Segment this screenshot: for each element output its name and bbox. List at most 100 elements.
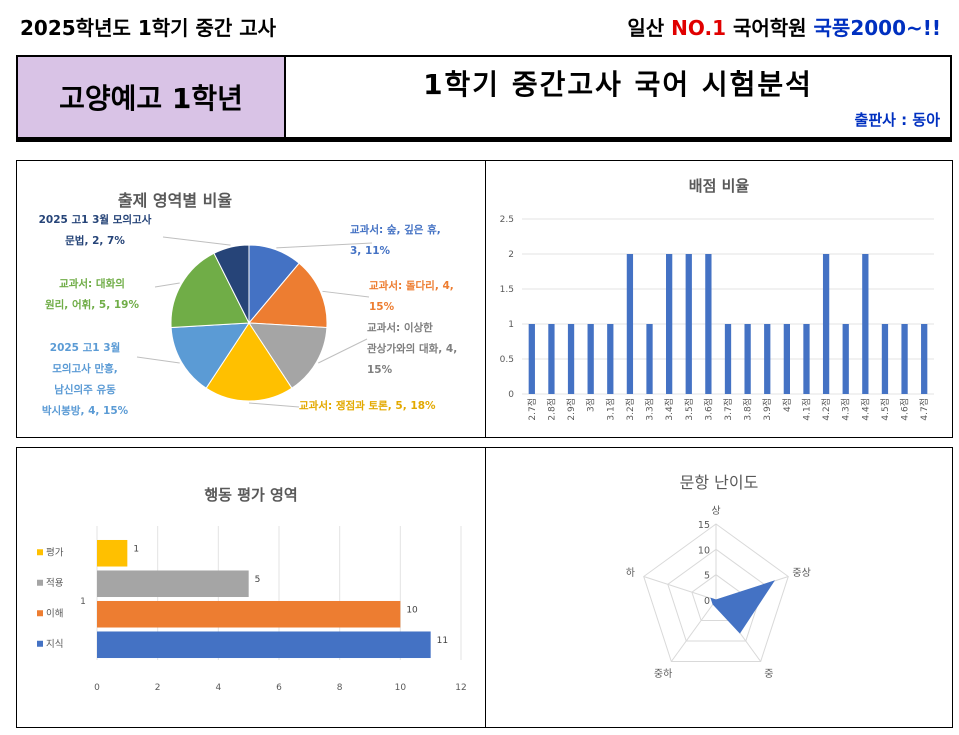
score-bar (705, 254, 712, 394)
score-bar (881, 324, 889, 394)
bar-x-tick: 3.6점 (702, 398, 714, 421)
hbar-x-tick: 2 (155, 683, 161, 693)
bar-x-tick: 4.2점 (820, 398, 832, 421)
hbar-bar (97, 631, 431, 659)
pie-leader-line (136, 356, 180, 364)
hbar-legend-label: 평가 (46, 547, 64, 558)
score-bar (528, 324, 535, 394)
pie-slice (205, 322, 293, 402)
pie-label-line: 문법, 2, 7% (65, 234, 125, 247)
behavior-bar-chart: 행동 평가 영역 0 2 4 6 8 10 12 11 지식 10 이해 5 적용 1 평가 1 (37, 486, 467, 693)
score-bar (724, 324, 732, 394)
bar-x-tick: 4.7점 (918, 398, 930, 421)
hbar-legend-swatch (37, 640, 43, 647)
pie-title: 출제 영역별 비율 (118, 191, 232, 210)
bar-x-tick: 4.5점 (879, 398, 891, 421)
pie-leader-line (162, 236, 231, 246)
academy-slogan: 일산 NO.1 국어학원 국풍2000~!! (627, 12, 941, 41)
score-bar (783, 324, 790, 394)
score-bar (587, 324, 594, 394)
bar-y-tick: 2.5 (500, 215, 514, 225)
score-bar (685, 254, 692, 394)
pie-label-line: 교과서: 이상한 (367, 321, 433, 334)
radar-axis-label: 중하 (654, 667, 672, 680)
hbar-legend-swatch (37, 549, 43, 556)
publisher-label: 출판사 : 동아 (854, 111, 940, 129)
bar-y-tick: 2 (508, 250, 514, 260)
hbar-legend-label: 이해 (46, 607, 63, 619)
pie-leader-line (248, 402, 300, 408)
bar-x-tick: 4.6점 (899, 398, 911, 421)
bar-y-tick: 0.5 (500, 355, 514, 365)
bar-x-tick: 3.1점 (604, 398, 616, 421)
bar-y-tick: 1 (508, 320, 514, 330)
radar-r-tick: 15 (698, 520, 710, 531)
bar-x-tick: 3.9점 (761, 398, 773, 421)
bar-x-tick: 4.3점 (840, 398, 852, 421)
bar-x-tick: 3.2점 (624, 398, 636, 421)
radar-axis-label: 하 (626, 566, 635, 579)
hbar-legend-label: 지식 (46, 639, 63, 650)
bar-x-tick: 2.8점 (545, 398, 557, 421)
pie-label-line: 15% (367, 364, 393, 376)
score-bar (548, 324, 555, 394)
score-bar (607, 324, 614, 394)
pie-label-line: 15% (369, 301, 395, 313)
score-bar (764, 324, 771, 394)
hbar-x-tick: 10 (395, 683, 407, 693)
slogan-brand: 국풍2000~!! (813, 16, 941, 40)
radar-axis-label: 중상 (792, 567, 810, 579)
radar-series-area (710, 580, 776, 634)
hbar-legend-swatch (37, 610, 43, 617)
bar-x-tick: 4.1점 (800, 398, 812, 421)
hbar-value-label: 1 (133, 544, 139, 554)
pie-data-label: 교과서: 돌다리, 4, 15% (369, 279, 454, 313)
radar-r-tick: 10 (698, 545, 710, 556)
radar-grid-ring (667, 548, 765, 642)
hbar-legend-label: 적용 (46, 577, 64, 589)
pie-leader-line (318, 338, 368, 364)
page-title: 1학기 중간고사 국어 시험분석 (423, 68, 813, 101)
bar-x-tick: 2.7점 (526, 398, 538, 421)
bar-x-tick: 3.7점 (722, 398, 734, 421)
score-bar-chart: 배점 비율 0 0.5 1 1.5 2 2.5 2.7점 2.8점 2.9점 3점 3.1점 3.2점 3… (500, 177, 934, 421)
top-bar: 2025학년도 1학기 중간 고사 일산 NO.1 국어학원 국풍2000~!! (0, 0, 959, 50)
hbar-value-label: 11 (437, 636, 448, 646)
hbar-x-tick: 0 (94, 683, 100, 693)
hbar-bar (97, 570, 249, 598)
slogan-prefix: 일산 (627, 16, 672, 40)
pie-label-line: 남신의주 유동 (54, 383, 116, 396)
pie-data-label: 교과서: 숲, 깊은 휴, 3, 11% (350, 223, 441, 257)
bar-chart-title: 배점 비율 (689, 177, 750, 195)
hbar-bar (97, 539, 128, 567)
pie-label-line: 모의고사 만흥, (52, 362, 118, 375)
pie-data-label: 교과서: 쟁점과 토론, 5, 18% (299, 399, 436, 412)
pie-label-line: 교과서: 숲, 깊은 휴, (350, 223, 441, 236)
slogan-highlight: NO.1 (671, 16, 726, 40)
score-bar (567, 324, 575, 394)
radar-axis-label: 중 (764, 668, 773, 680)
radar-grid-ring (691, 574, 741, 621)
school-label: 고양예고 1학년 (18, 57, 286, 137)
hbar-x-tick: 4 (215, 683, 221, 693)
hbar-x-tick: 8 (337, 683, 343, 693)
score-bar (744, 324, 751, 394)
radar-grid-ring (643, 523, 789, 662)
pie-slice (170, 322, 250, 389)
hbar-value-label: 5 (255, 575, 261, 585)
pie-label-line: 관상가와의 대화, 4, (367, 342, 457, 355)
score-bar (822, 254, 830, 394)
bar-panel: 배점 비율 0 0.5 1 1.5 2 2.5 2.7점 2.8점 2.9점 3점 3.1점 3.2점 3… (485, 160, 953, 438)
radar-spoke (643, 576, 717, 601)
score-bar (862, 254, 869, 394)
radar-r-tick: 0 (704, 596, 710, 607)
pie-label-line: 2025 고1 3월 (50, 341, 120, 354)
bar-x-tick: 2.9점 (565, 398, 577, 421)
score-bar (921, 324, 928, 394)
hbar-legend-swatch (37, 579, 43, 586)
radar-panel: 문항 난이도 상 중상 중 중하 하 0 5 10 15 (485, 447, 953, 728)
hbar-value-label: 10 (406, 605, 418, 615)
